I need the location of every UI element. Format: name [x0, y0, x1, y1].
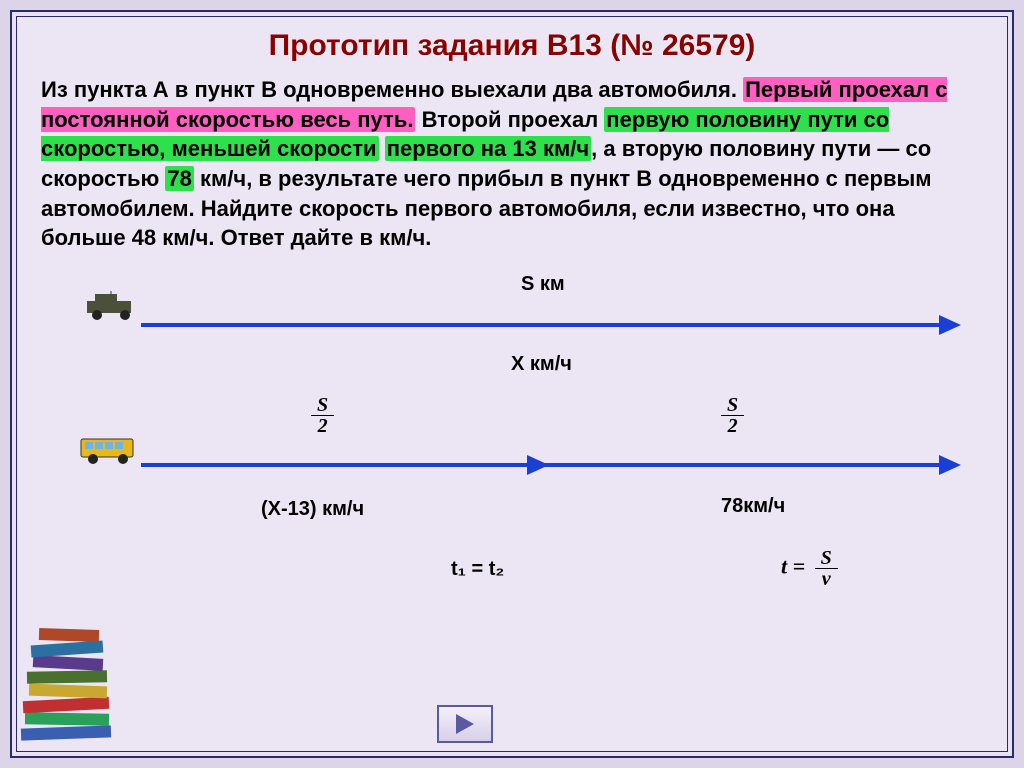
arrow-head-mid	[527, 455, 549, 475]
time-equation: t₁ = t₂	[451, 558, 504, 581]
speed2a-label: (X-13) км/ч	[261, 498, 364, 521]
speed-formula: t = Sv	[781, 548, 838, 589]
vehicle-bus-icon	[79, 435, 139, 465]
next-slide-button[interactable]	[437, 705, 493, 743]
vehicle-car-icon	[81, 291, 141, 321]
play-icon	[456, 714, 474, 734]
arrow-head-1	[939, 315, 961, 335]
books-decor-icon	[11, 617, 131, 757]
problem-part1: Из пункта А в пункт В одновременно выеха…	[41, 77, 743, 102]
problem-part2: Второй проехал	[415, 107, 604, 132]
half2-fraction: S2	[721, 395, 744, 436]
arrow-head-2	[939, 455, 961, 475]
slide-content: Прототип задания B13 (№ 26579) Из пункта…	[16, 16, 1008, 752]
distance-label: S км	[521, 273, 565, 296]
highlight-half1-b: первого на 13 км/ч	[385, 136, 591, 161]
highlight-speed2: 78	[165, 166, 193, 191]
speed1-label: X км/ч	[511, 353, 572, 376]
slide-title: Прототип задания B13 (№ 26579)	[41, 29, 983, 63]
speed2b-label: 78км/ч	[721, 495, 785, 518]
arrow-line-1	[141, 323, 941, 327]
half1-fraction: S2	[311, 395, 334, 436]
outer-frame: Прототип задания B13 (№ 26579) Из пункта…	[10, 10, 1014, 758]
problem-text: Из пункта А в пункт В одновременно выеха…	[41, 75, 983, 253]
motion-diagram: S км X км/ч S2 S2	[41, 273, 983, 613]
